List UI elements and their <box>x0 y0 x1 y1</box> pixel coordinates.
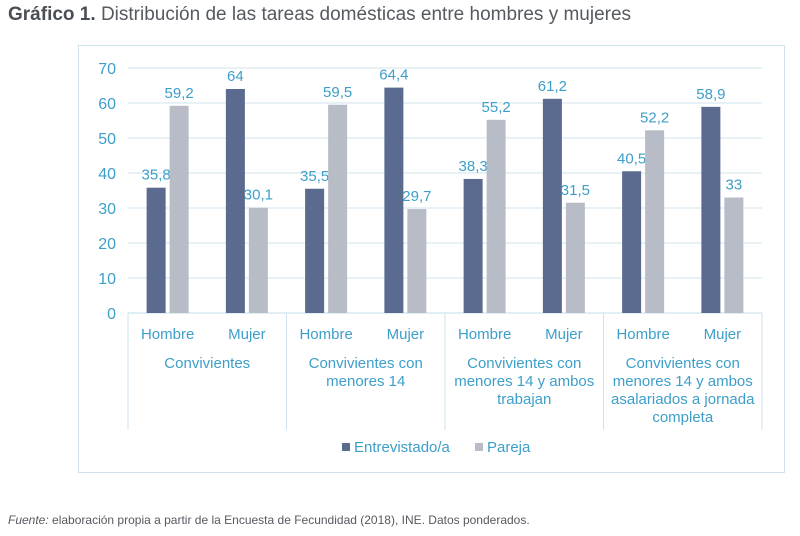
bar-pareja <box>724 197 744 313</box>
x-category-label: Hombre <box>299 326 352 343</box>
bar-pareja <box>565 202 585 313</box>
data-label: 59,5 <box>323 84 352 101</box>
source-label: Fuente: <box>8 513 49 527</box>
bar-entrevistado <box>146 187 166 313</box>
data-label: 30,1 <box>244 187 273 204</box>
data-label: 35,5 <box>300 168 329 185</box>
data-label: 59,2 <box>165 85 194 102</box>
data-label: 35,8 <box>142 167 171 184</box>
data-label: 58,9 <box>696 86 725 103</box>
source-note: Fuente: elaboración propia a partir de l… <box>8 513 530 527</box>
y-tick-label: 0 <box>107 306 116 323</box>
data-label: 38,3 <box>459 158 488 175</box>
data-label: 64,4 <box>379 67 408 84</box>
x-category-label: Hombre <box>141 326 194 343</box>
bar-pareja <box>407 209 427 313</box>
bar-pareja <box>248 207 268 313</box>
y-tick-label: 50 <box>98 131 116 148</box>
y-tick-label: 40 <box>98 166 116 183</box>
y-tick-label: 20 <box>98 236 116 253</box>
legend-label-pareja: Pareja <box>487 439 531 456</box>
bar-entrevistado <box>384 87 404 313</box>
x-group-label: Convivientes con <box>309 355 423 372</box>
bar-entrevistado <box>305 188 325 313</box>
y-tick-label: 70 <box>98 61 116 78</box>
x-category-label: Mujer <box>228 326 266 343</box>
x-group-label: asalariados a jornada <box>611 391 755 408</box>
chart-title-text: Distribución de las tareas domésticas en… <box>100 4 632 25</box>
bar-pareja <box>486 119 506 313</box>
x-category-label: Hombre <box>616 326 669 343</box>
y-tick-label: 10 <box>98 271 116 288</box>
data-label: 31,5 <box>561 182 590 199</box>
data-label: 33 <box>726 177 743 194</box>
x-category-label: Mujer <box>545 326 583 343</box>
x-group-label: completa <box>652 409 714 426</box>
chart-title-label: Gráfico 1. <box>8 4 96 25</box>
data-label: 55,2 <box>482 99 511 116</box>
bar-entrevistado <box>463 178 483 313</box>
x-group-label: menores 14 <box>326 373 405 390</box>
bar-entrevistado <box>542 98 562 313</box>
x-category-label: Mujer <box>704 326 742 343</box>
legend-swatch-pareja <box>475 443 483 451</box>
data-label: 64 <box>227 68 244 85</box>
x-group-label: Convivientes con <box>626 355 740 372</box>
data-label: 52,2 <box>640 109 669 126</box>
bar-pareja <box>645 130 665 313</box>
source-text: elaboración propia a partir de la Encues… <box>52 513 530 527</box>
data-label: 40,5 <box>617 150 646 167</box>
x-group-label: menores 14 y ambos <box>613 373 753 390</box>
x-group-label: trabajan <box>497 391 551 408</box>
y-tick-label: 60 <box>98 96 116 113</box>
bar-entrevistado <box>225 89 245 313</box>
chart-title: Gráfico 1. Distribución de las tareas do… <box>8 4 631 26</box>
x-group-label: Convivientes con <box>467 355 581 372</box>
bar-pareja <box>169 105 189 313</box>
legend-swatch-entrevistado <box>342 443 350 451</box>
bar-entrevistado <box>622 171 642 313</box>
x-category-label: Mujer <box>387 326 425 343</box>
x-group-label: menores 14 y ambos <box>454 373 594 390</box>
bar-entrevistado <box>701 106 721 313</box>
data-label: 61,2 <box>538 78 567 95</box>
chart-frame <box>78 45 785 473</box>
data-label: 29,7 <box>402 188 431 205</box>
bar-pareja <box>328 104 348 313</box>
y-tick-label: 30 <box>98 201 116 218</box>
x-category-label: Hombre <box>458 326 511 343</box>
legend-label-entrevistado: Entrevistado/a <box>354 439 451 456</box>
x-group-label: Convivientes <box>164 355 250 372</box>
